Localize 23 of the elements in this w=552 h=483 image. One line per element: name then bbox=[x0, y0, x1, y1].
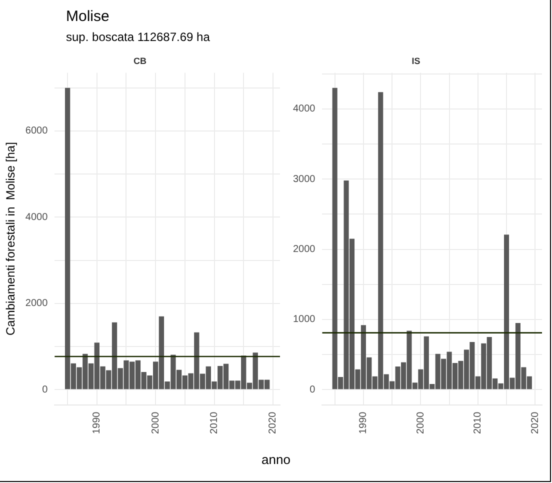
x-axis-title: anno bbox=[260, 452, 292, 467]
chart-title: IS bbox=[412, 56, 420, 66]
x-tick-label: 2020 bbox=[268, 411, 279, 434]
y-tick-label: 0 bbox=[42, 384, 48, 396]
x-tick-label: 2000 bbox=[150, 411, 162, 434]
x-tick-label: 2020 bbox=[530, 411, 541, 434]
y-tick-label: 1000 bbox=[292, 314, 316, 326]
y-tick-label: 3000 bbox=[292, 174, 316, 185]
y-tick-label: 4000 bbox=[292, 104, 316, 115]
y-tick-label: 6000 bbox=[25, 126, 48, 137]
x-tick-label: 1990 bbox=[92, 411, 103, 434]
x-tick-label: 2010 bbox=[209, 411, 220, 434]
text: sup. boscata 112687.69 ha bbox=[66, 30, 210, 44]
x-tick-label: 1990 bbox=[358, 411, 370, 434]
y-tick-label: 4000 bbox=[25, 212, 48, 223]
y-axis-title: Cambiamenti forestali in Molise [ha] bbox=[4, 142, 18, 336]
y-tick-label: 0 bbox=[310, 384, 316, 396]
chart-title: CB bbox=[134, 56, 147, 66]
y-tick-label: 2000 bbox=[25, 298, 48, 310]
x-tick-label: 2000 bbox=[415, 411, 426, 434]
y-tick-label: 2000 bbox=[292, 244, 316, 256]
x-tick-label: 2010 bbox=[472, 411, 484, 434]
text: Molise bbox=[66, 8, 110, 25]
